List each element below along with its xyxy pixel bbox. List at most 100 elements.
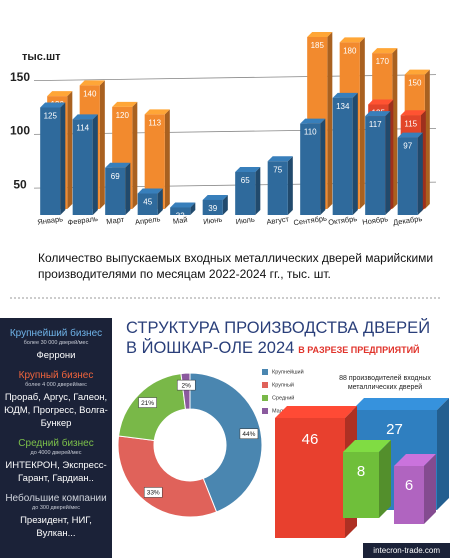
group-title: Небольшие компании (5, 493, 107, 504)
bar-side (392, 48, 398, 209)
group-title: Крупнейший бизнес (9, 328, 103, 339)
bar-side (327, 32, 333, 209)
y-tick-label: 150 (10, 70, 30, 84)
y-tick-label: 50 (13, 177, 27, 191)
bar-value-label: 180 (343, 46, 357, 55)
bar-top (144, 109, 170, 115)
chart-caption: Количество выпускаемых входных металличе… (38, 251, 434, 281)
bar-value-label: 69 (111, 172, 120, 181)
pie-slice (117, 435, 218, 518)
bar-value-label: 120 (116, 111, 130, 120)
x-tick-label: Май (172, 215, 188, 226)
x-tick-label: Июль (235, 215, 255, 227)
legend-swatch (262, 369, 268, 375)
group-subtitle: более 4 000 дверей/мес (25, 382, 87, 388)
bar-value-label: 97 (403, 142, 412, 151)
group-title: Средний бизнес (18, 438, 94, 449)
bar-value-label: 75 (273, 165, 282, 174)
x-tick-label: Август (266, 214, 290, 226)
bar-side (359, 37, 365, 209)
legend-label: Средний (272, 394, 294, 401)
x-tick-label: Ноябрь (362, 214, 389, 227)
bar-top (40, 102, 66, 108)
bar-top (365, 111, 391, 117)
block-side (424, 454, 436, 524)
bar-value-label: 113 (148, 119, 161, 128)
bar (267, 161, 288, 215)
x-tick-label: Январь (37, 214, 64, 227)
bar-top (47, 91, 73, 97)
x-tick-label: Июнь (203, 215, 223, 227)
bar-top (400, 110, 426, 116)
pie-label-box (176, 379, 196, 391)
bar-top (267, 156, 293, 162)
block-side (437, 398, 449, 510)
bar-value-label: 110 (304, 128, 317, 137)
bar-value-label: 185 (311, 41, 325, 50)
bar (202, 199, 223, 215)
bar-value-label: 115 (404, 119, 417, 128)
bar (105, 167, 126, 215)
y-axis-label: тыс.шт (22, 51, 61, 63)
legend-label: Крупный (272, 381, 294, 388)
x-tick-label: Октябрь (328, 214, 358, 227)
block-value-label: 8 (357, 463, 365, 480)
block-top (343, 440, 391, 452)
pie-slice (189, 372, 263, 513)
bar-side (222, 194, 228, 215)
pie-label-box (138, 397, 157, 408)
bar-side (417, 132, 423, 215)
group-subtitle: до 4000 дверей/мес (30, 450, 82, 456)
bar-top (170, 202, 196, 208)
block-side (379, 440, 391, 518)
block-value-label: 27 (386, 421, 403, 438)
legend-swatch (262, 395, 268, 401)
pie-value-label: 21% (141, 400, 154, 407)
block-top (275, 406, 357, 418)
bar-value-label: 117 (369, 120, 382, 129)
bar-side (352, 92, 358, 215)
bar (300, 123, 321, 215)
pie-title-block: СТРУКТУРА ПРОИЗВОДСТВА ДВЕРЕЙ В ЙОШКАР-О… (126, 318, 444, 360)
group-companies: Прораб, Аргус, Галеон, ЮДМ, Прогресс, Во… (4, 392, 108, 429)
bar-side (60, 102, 66, 215)
bar-top (300, 118, 326, 124)
bar (170, 207, 191, 215)
block-value-label: 6 (405, 477, 413, 494)
bar-top (105, 162, 131, 168)
block-top (394, 454, 436, 466)
legend-label: Крупнейший (272, 368, 304, 375)
bar-top (307, 32, 333, 37)
legend-swatch (262, 408, 268, 414)
bar-top (235, 167, 261, 172)
bar-value-label: 39 (208, 204, 217, 213)
bar (365, 116, 386, 215)
bar-top (339, 37, 365, 43)
bar-value-label: 45 (143, 198, 152, 207)
pie-label-box (239, 428, 259, 440)
bar-side (157, 188, 163, 215)
block (394, 466, 424, 524)
group-companies: ИНТЕКРОН, Экспресс-Гарант, Гардиан.. (5, 460, 107, 484)
bar-top (372, 48, 398, 54)
bar-side (190, 202, 196, 215)
bar-side (255, 167, 261, 215)
group-subtitle: до 300 дверей/мес (32, 505, 80, 511)
bar (397, 137, 418, 215)
bar-top (332, 92, 358, 98)
block (343, 452, 379, 518)
bar-top (137, 188, 163, 194)
bar-side (99, 80, 105, 209)
bar-side (92, 114, 98, 215)
footer: intecron-trade.com (363, 543, 450, 558)
bar-side (125, 162, 131, 215)
bar-top (72, 114, 98, 120)
bar (332, 97, 353, 215)
bar-value-label: 140 (83, 89, 97, 98)
bar-value-label: 114 (76, 123, 89, 132)
x-tick-label: Декабрь (393, 214, 423, 227)
bar-side (67, 91, 73, 209)
bar-side (164, 109, 170, 209)
